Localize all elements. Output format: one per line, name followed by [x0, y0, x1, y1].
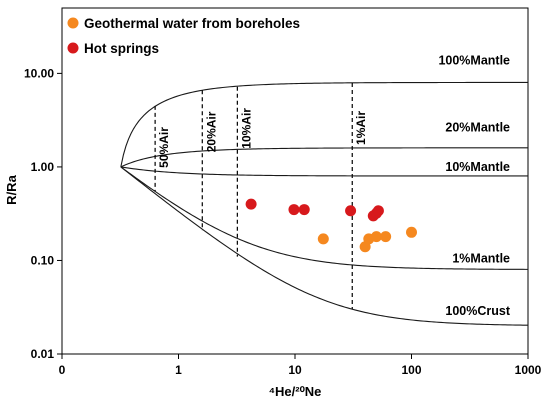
legend-label: Geothermal water from boreholes [84, 16, 300, 31]
air-line-label: 10%Air [239, 108, 253, 149]
mixing-curve [120, 147, 528, 168]
air-line-label: 1%Air [354, 111, 368, 145]
y-tick-label: 0.10 [31, 253, 55, 267]
x-axis-label: ⁴He/²⁰Ne [269, 384, 322, 399]
y-axis-label: R/Ra [4, 174, 19, 204]
mixing-curve-label: 100%Crust [445, 304, 510, 318]
mixing-curve [120, 166, 529, 270]
data-point [372, 205, 384, 217]
mixing-curve-label: 20%Mantle [445, 120, 510, 134]
mixing-curve-label: 100%Mantle [438, 53, 510, 67]
y-tick-label: 1.00 [31, 160, 55, 174]
mixing-curve [120, 81, 528, 168]
air-line-label: 50%Air [157, 127, 171, 168]
mixing-curve-label: 10%Mantle [445, 160, 510, 174]
mixing-curve-label: 1%Mantle [452, 252, 510, 266]
axes: 0 1 10 100 1000 0.01 0.10 1.00 10.00 [24, 66, 542, 377]
legend: Geothermal water from boreholes Hot sprin… [67, 16, 300, 56]
mixing-curve [120, 166, 529, 326]
x-tick-label: 10 [288, 363, 302, 377]
legend-marker [67, 17, 79, 29]
data-point [317, 233, 329, 245]
x-tick-label: 1000 [515, 363, 542, 377]
mixing-curves: 100%Mantle 20%Mantle 10%Mantle 1%Mantle 100%… [120, 53, 529, 326]
data-points [245, 198, 417, 253]
data-point [298, 204, 310, 216]
legend-marker [67, 42, 79, 54]
data-point [380, 231, 392, 243]
y-tick-label: 10.00 [24, 66, 54, 80]
mixing-curve [120, 166, 528, 177]
y-tick-label: 0.01 [31, 347, 55, 361]
air-lines: 50%Air 20%Air 10%Air 1%Air [154, 82, 368, 310]
x-tick-label: 0 [59, 363, 66, 377]
data-point [406, 226, 417, 238]
air-line-label: 20%Air [204, 111, 218, 152]
legend-label: Hot springs [84, 41, 159, 56]
data-point [288, 204, 300, 216]
x-tick-label: 1 [175, 363, 182, 377]
data-point [370, 231, 382, 243]
data-point [245, 198, 257, 210]
data-point [345, 205, 357, 217]
x-tick-label: 100 [401, 363, 421, 377]
